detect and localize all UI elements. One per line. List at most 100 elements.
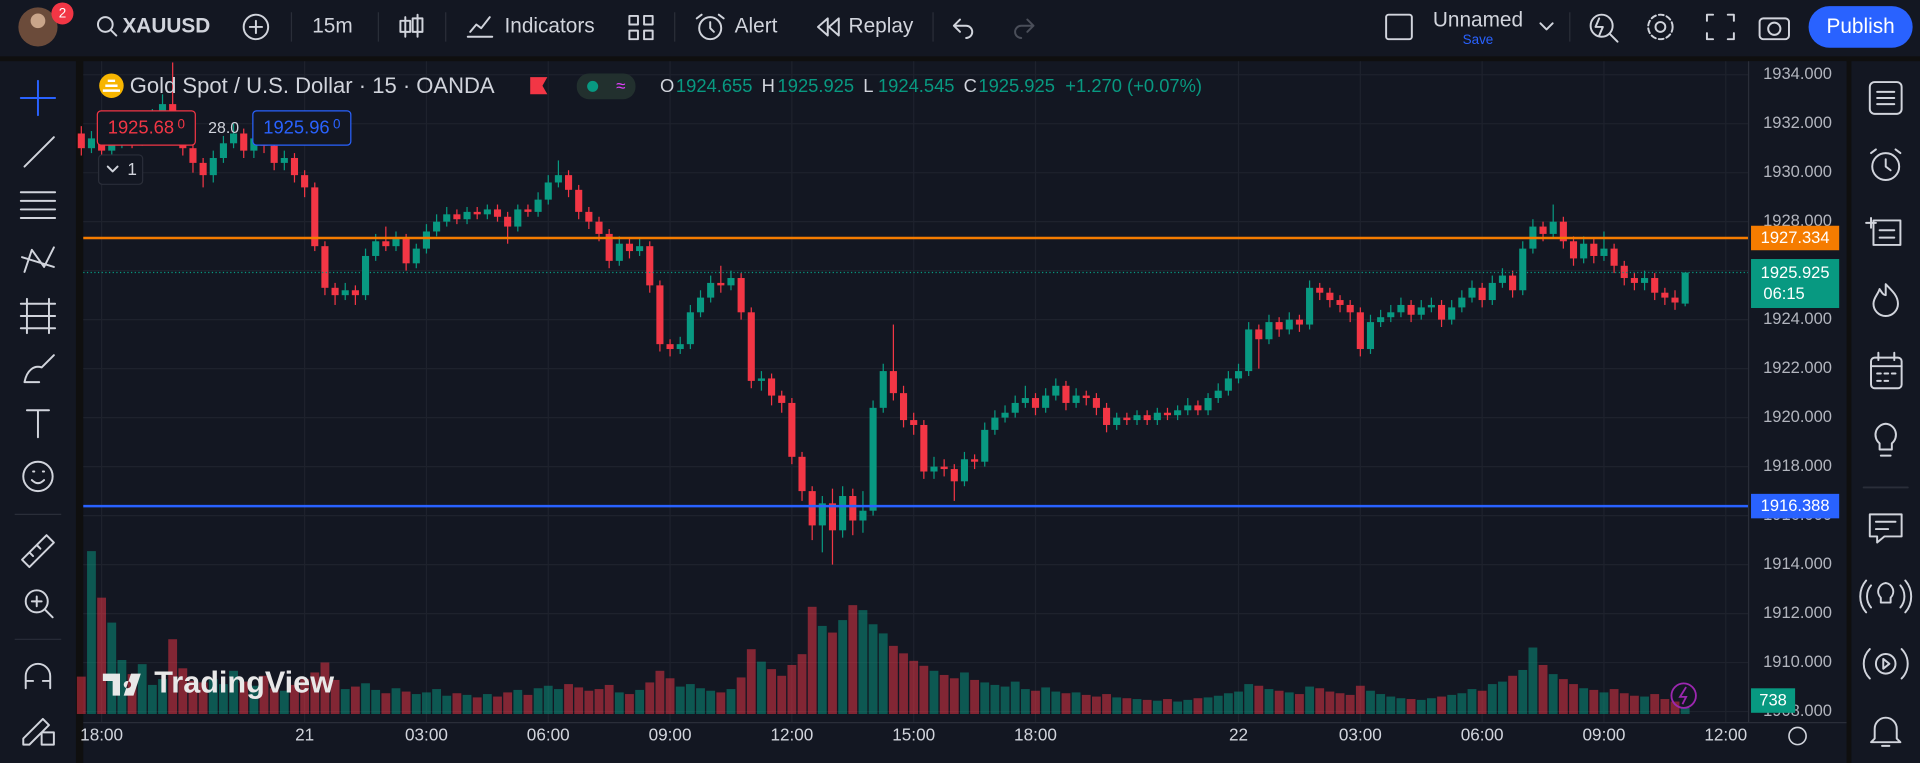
text-tool[interactable] — [25, 409, 50, 439]
templates[interactable] — [628, 14, 654, 41]
calendar[interactable] — [1870, 356, 1903, 390]
candle-body — [879, 371, 887, 408]
chevron — [106, 165, 119, 173]
candle-body — [575, 189, 583, 212]
volume-bar — [198, 682, 208, 715]
candle-body — [77, 133, 85, 149]
volume-bar — [960, 672, 969, 715]
sell-button[interactable] — [96, 110, 196, 146]
candle-body — [1265, 322, 1273, 340]
volume-bar — [1305, 686, 1314, 715]
volume-bar — [1071, 692, 1081, 715]
brush-tool[interactable] — [23, 354, 55, 384]
flash-icon — [1678, 686, 1688, 705]
alert-button[interactable]: Alert — [735, 14, 778, 37]
save-label[interactable]: Save — [1463, 32, 1494, 47]
candle-body — [1366, 322, 1375, 350]
symbol[interactable]: XAUUSD — [122, 14, 210, 37]
volume-bar — [269, 688, 279, 715]
candle-body — [331, 287, 339, 296]
close-label: C — [964, 75, 977, 96]
candle-body — [1569, 241, 1578, 259]
fullscreen[interactable] — [1705, 13, 1735, 41]
notifications[interactable] — [1870, 716, 1902, 747]
overlays — [83, 236, 1749, 508]
indicators-button[interactable]: Indicators — [504, 14, 594, 37]
volume-bar — [543, 685, 553, 715]
candle-body — [1539, 226, 1547, 234]
indicator-toggle[interactable] — [97, 154, 144, 185]
candle-body — [341, 290, 349, 296]
streams[interactable] — [1859, 579, 1913, 614]
fib-tool[interactable] — [19, 191, 57, 219]
x-tick-label: 03:00 — [1339, 725, 1382, 745]
candle-body — [960, 459, 968, 482]
prediction-tool[interactable] — [19, 297, 57, 335]
ideas[interactable] — [1874, 422, 1897, 457]
buy-button[interactable] — [252, 110, 352, 146]
low-label: L — [863, 75, 873, 96]
replay-button[interactable]: Replay — [849, 14, 914, 37]
volume-bar — [604, 684, 614, 715]
candle-body — [1397, 304, 1405, 313]
hotlists[interactable] — [1872, 283, 1899, 317]
flash-button[interactable] — [1670, 682, 1697, 709]
candle-body — [1641, 278, 1649, 283]
data-window[interactable] — [1865, 217, 1902, 246]
redo[interactable] — [1014, 18, 1035, 39]
volume-bar — [1345, 694, 1355, 715]
axis-settings[interactable] — [1788, 726, 1807, 746]
volume-bar — [1061, 693, 1071, 715]
magnet-tool[interactable] — [24, 662, 52, 690]
watchlist[interactable] — [1868, 81, 1903, 115]
volume-bar — [310, 672, 320, 715]
flag[interactable] — [530, 77, 548, 95]
candle-body — [1620, 265, 1628, 279]
volume-bar — [259, 675, 269, 715]
volume-bar — [1589, 689, 1599, 715]
alerts[interactable] — [1871, 152, 1901, 182]
publish-button[interactable] — [1808, 6, 1913, 48]
add-symbol[interactable] — [242, 13, 270, 41]
candle-body — [636, 246, 644, 252]
x-tick-label: 09:00 — [649, 725, 692, 745]
broadcast[interactable] — [1874, 653, 1897, 675]
volume-bar — [401, 691, 411, 715]
volume-bar — [1315, 688, 1325, 715]
measure-tool[interactable] — [21, 534, 55, 569]
volume-bar — [340, 689, 350, 715]
chats[interactable] — [1868, 513, 1903, 544]
layout-name[interactable]: Unnamed — [1433, 8, 1523, 31]
candle-body — [828, 503, 837, 531]
candle-body — [1184, 405, 1192, 411]
zoom-tool[interactable] — [24, 589, 49, 614]
trend-line-tool[interactable] — [23, 136, 55, 168]
layout-icon[interactable] — [1385, 13, 1413, 41]
market-status[interactable] — [576, 73, 636, 100]
pattern-tool[interactable] — [21, 246, 55, 273]
volume-bar — [1152, 700, 1162, 715]
volume-bar — [107, 622, 117, 715]
interval[interactable]: 15m — [312, 14, 352, 37]
crosshair-tool[interactable] — [19, 79, 57, 117]
candle-body — [453, 214, 461, 220]
volume-bar — [1213, 695, 1223, 715]
lock-tool[interactable] — [22, 717, 55, 746]
chart-type[interactable] — [399, 13, 424, 38]
layout-menu[interactable] — [1539, 22, 1554, 31]
y-tick-label: 1920.000 — [1763, 407, 1832, 426]
candle-body — [1143, 415, 1151, 421]
open-label: O — [660, 75, 674, 96]
volume-bar — [970, 679, 980, 715]
snapshot[interactable] — [1758, 17, 1790, 41]
candle-body — [554, 175, 562, 183]
volume-bar — [391, 688, 401, 715]
undo[interactable] — [952, 18, 974, 39]
settings[interactable] — [1647, 13, 1674, 41]
volume-bar — [178, 668, 188, 715]
emoji-tool[interactable] — [22, 460, 54, 493]
volume-bar — [1254, 685, 1264, 715]
candle-body — [1255, 329, 1263, 340]
quick-search[interactable] — [1589, 13, 1614, 38]
